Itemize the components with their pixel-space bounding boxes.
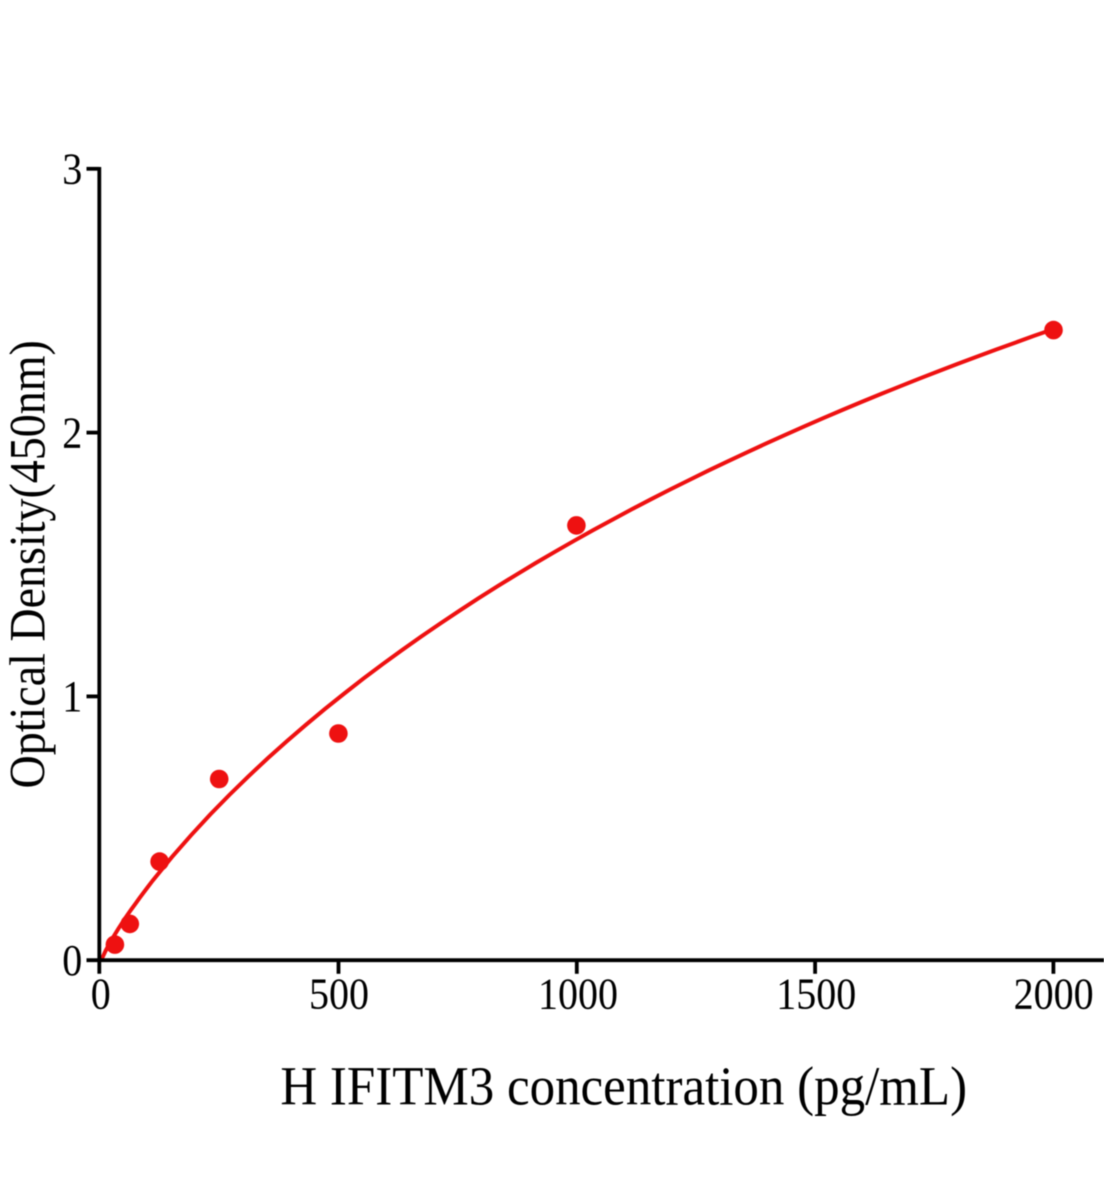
svg-text:2: 2: [62, 408, 82, 457]
svg-text:1: 1: [62, 672, 82, 721]
svg-text:500: 500: [309, 970, 369, 1019]
svg-text:Optical Density(450nm): Optical Density(450nm): [1, 340, 56, 788]
svg-text:1500: 1500: [776, 970, 856, 1019]
svg-text:3: 3: [62, 145, 82, 194]
svg-text:1000: 1000: [538, 970, 618, 1019]
svg-text:0: 0: [91, 970, 111, 1019]
svg-text:2000: 2000: [1014, 970, 1094, 1019]
svg-text:H IFITM3 concentration (pg/mL): H IFITM3 concentration (pg/mL): [280, 1057, 967, 1117]
svg-text:0: 0: [62, 936, 82, 985]
